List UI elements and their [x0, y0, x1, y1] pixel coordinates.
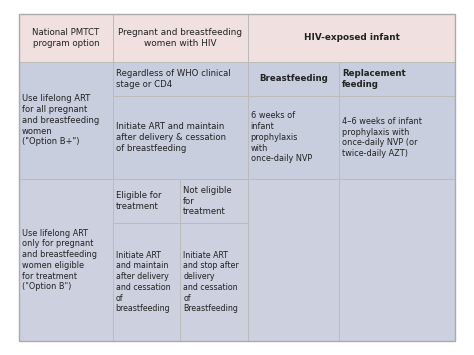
Text: 4–6 weeks of infant
prophylaxis with
once-daily NVP (or
twice-daily AZT): 4–6 weeks of infant prophylaxis with onc…: [342, 117, 422, 158]
Bar: [339, 96, 455, 179]
Text: Replacement
feeding: Replacement feeding: [342, 69, 406, 89]
Bar: [113, 223, 180, 341]
Text: HIV-exposed infant: HIV-exposed infant: [303, 33, 400, 42]
Bar: [113, 179, 180, 223]
Bar: [113, 61, 248, 96]
Text: Use lifelong ART
only for pregnant
and breastfeeding
women eligible
for treatmen: Use lifelong ART only for pregnant and b…: [22, 229, 97, 291]
Bar: [248, 96, 339, 179]
Text: National PMTCT
program option: National PMTCT program option: [32, 28, 100, 48]
Bar: [113, 14, 248, 61]
Text: Breastfeeding: Breastfeeding: [259, 74, 328, 83]
Bar: [248, 14, 455, 61]
Bar: [248, 179, 339, 341]
Bar: [339, 179, 455, 341]
Text: Pregnant and breastfeeding
women with HIV: Pregnant and breastfeeding women with HI…: [118, 28, 242, 48]
Bar: [19, 179, 113, 341]
Bar: [19, 61, 113, 179]
Text: Regardless of WHO clinical
stage or CD4: Regardless of WHO clinical stage or CD4: [116, 69, 230, 89]
Bar: [339, 61, 455, 96]
Bar: [180, 179, 248, 223]
Text: Eligible for
treatment: Eligible for treatment: [116, 191, 161, 211]
Text: Initiate ART
and stop after
delivery
and cessation
of
Breastfeeding: Initiate ART and stop after delivery and…: [183, 251, 239, 313]
Text: Use lifelong ART
for all pregnant
and breastfeeding
women
("Option B+"): Use lifelong ART for all pregnant and br…: [22, 94, 99, 146]
Text: 6 weeks of
infant
prophylaxis
with
once-daily NVP: 6 weeks of infant prophylaxis with once-…: [251, 111, 312, 164]
Bar: [248, 61, 339, 96]
Text: Initiate ART and maintain
after delivery & cessation
of breastfeeding: Initiate ART and maintain after delivery…: [116, 122, 226, 153]
Text: Initiate ART
and maintain
after delivery
and cessation
of
breastfeeding: Initiate ART and maintain after delivery…: [116, 251, 170, 313]
Bar: [19, 14, 113, 61]
Text: Not eligible
for
treatment: Not eligible for treatment: [183, 186, 232, 217]
Bar: [180, 223, 248, 341]
Bar: [113, 96, 248, 179]
